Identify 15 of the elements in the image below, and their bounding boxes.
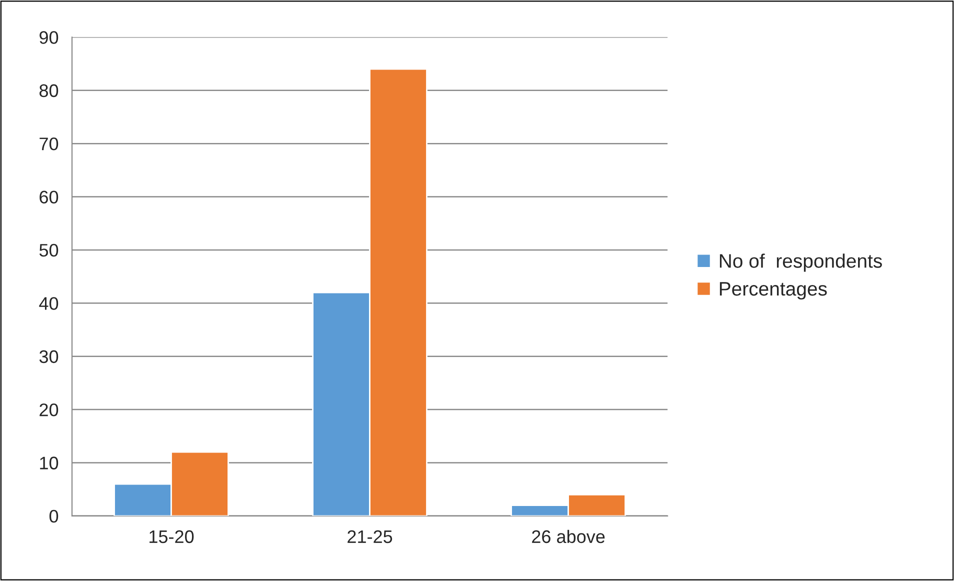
y-tick-label: 40: [39, 297, 58, 310]
y-tick-label: 50: [39, 244, 58, 257]
x-tick-label: 26 above: [532, 530, 605, 544]
x-tick-label: 15-20: [150, 530, 194, 544]
y-tick-label: 70: [40, 138, 58, 150]
y-tick-label: 90: [40, 31, 58, 44]
y-tick-label: 80: [40, 84, 58, 98]
y-tick-label: 0: [49, 510, 58, 523]
legend-label: Percentages: [720, 282, 827, 300]
y-tick-label: 20: [40, 403, 58, 416]
x-tick-label: 21-25: [348, 530, 392, 544]
legend-label: No of respondents: [720, 254, 882, 272]
y-tick-label: 10: [40, 456, 58, 470]
y-tick-label: 30: [39, 350, 58, 364]
y-tick-label: 60: [40, 190, 58, 204]
